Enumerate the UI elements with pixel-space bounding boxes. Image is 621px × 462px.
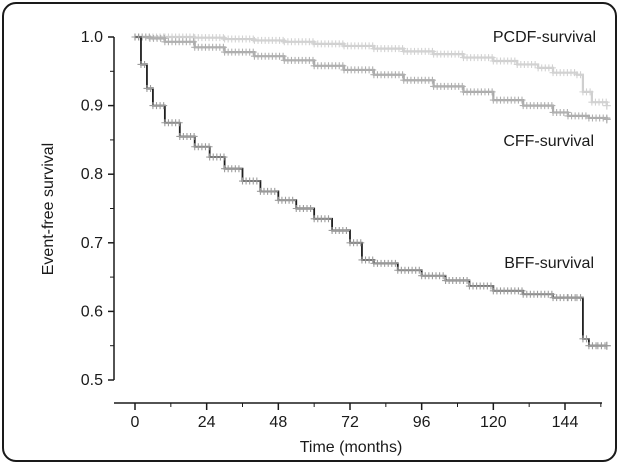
x-tick-label: 120: [480, 414, 507, 431]
series-label-pcdf: PCDF-survival: [493, 29, 596, 46]
censor-mark: [369, 66, 377, 74]
censor-mark: [488, 88, 496, 96]
censor-mark: [279, 36, 287, 44]
censor-mark: [190, 132, 198, 140]
censor-mark: [577, 294, 585, 302]
y-tick-label: 0.7: [81, 235, 103, 252]
censor-mark: [249, 35, 257, 43]
x-tick-label: 96: [413, 414, 431, 431]
censor-mark: [307, 205, 315, 212]
censor-mark: [391, 259, 399, 267]
censor-mark: [439, 272, 447, 280]
censor-mark: [190, 38, 198, 46]
censor-mark: [586, 88, 594, 96]
censor-mark: [141, 60, 149, 68]
censor-mark: [205, 143, 213, 151]
censor-mark: [325, 215, 332, 223]
censor-mark: [249, 48, 257, 56]
censor-mark: [160, 34, 168, 42]
censor-mark: [583, 335, 590, 343]
censor-mark: [339, 62, 347, 70]
x-tick-label: 48: [269, 414, 287, 431]
censor-mark: [160, 102, 168, 110]
censor-mark: [219, 34, 227, 42]
censor-mark: [271, 187, 279, 195]
censor-mark-end: [602, 115, 611, 124]
censor-mark: [577, 71, 585, 79]
censor-mark: [548, 102, 556, 110]
series-cff-survival: [131, 33, 611, 124]
censor-mark: [458, 82, 466, 90]
censor-mark: [487, 282, 495, 290]
censor-mark: [458, 50, 466, 58]
censor-mark: [357, 239, 365, 247]
censor-mark: [219, 43, 227, 51]
censor-mark: [235, 165, 243, 173]
censor-mark: [518, 287, 526, 295]
axes: 0.5 0.6 0.7 0.8 0.9 1.0 0 24 48 72 96 120 144: [81, 29, 602, 431]
censor-mark: [399, 71, 407, 79]
censor-mark: [428, 76, 436, 84]
censor-mark: [548, 64, 556, 72]
series-line: [135, 36, 607, 347]
series-pcdf-survival: [131, 33, 611, 110]
censor-mark: [175, 119, 183, 127]
censor-mark: [488, 54, 496, 62]
censor-mark: [289, 196, 297, 204]
censor-mark: [342, 226, 350, 234]
censor-mark: [147, 84, 155, 92]
y-tick-label: 0.9: [81, 98, 103, 115]
censor-mark: [220, 153, 228, 161]
x-tick-label: 0: [131, 414, 140, 431]
series-label-bff: BFF-survival: [504, 255, 594, 272]
x-axis-title: Time (months): [300, 439, 403, 456]
censor-mark: [253, 177, 261, 185]
y-tick-label: 0.8: [81, 166, 103, 183]
y-tick-label: 1.0: [81, 29, 103, 46]
censor-mark: [369, 256, 377, 264]
censor-mark: [518, 96, 526, 104]
x-tick-label: 24: [198, 414, 216, 431]
censor-mark: [279, 52, 287, 60]
series-bff-survival: [131, 33, 611, 350]
censor-mark: [563, 108, 571, 116]
series-layer: [131, 33, 611, 350]
censor-mark: [145, 33, 153, 41]
y-tick-label: 0.6: [81, 303, 103, 320]
censor-mark: [309, 56, 317, 64]
censor-mark: [463, 277, 471, 285]
censor-mark-end: [602, 341, 611, 350]
censor-mark: [531, 60, 539, 68]
y-axis-title: Event-free survival: [40, 143, 57, 276]
y-tick-label: 0.5: [81, 372, 103, 389]
series-label-cff: CFF-survival: [503, 133, 594, 150]
x-tick-label: 144: [552, 414, 579, 431]
censor-mark: [135, 33, 143, 41]
censor-mark: [415, 266, 423, 274]
censor-mark: [548, 290, 556, 298]
x-tick-label: 72: [341, 414, 359, 431]
censor-mark-end: [602, 101, 611, 110]
